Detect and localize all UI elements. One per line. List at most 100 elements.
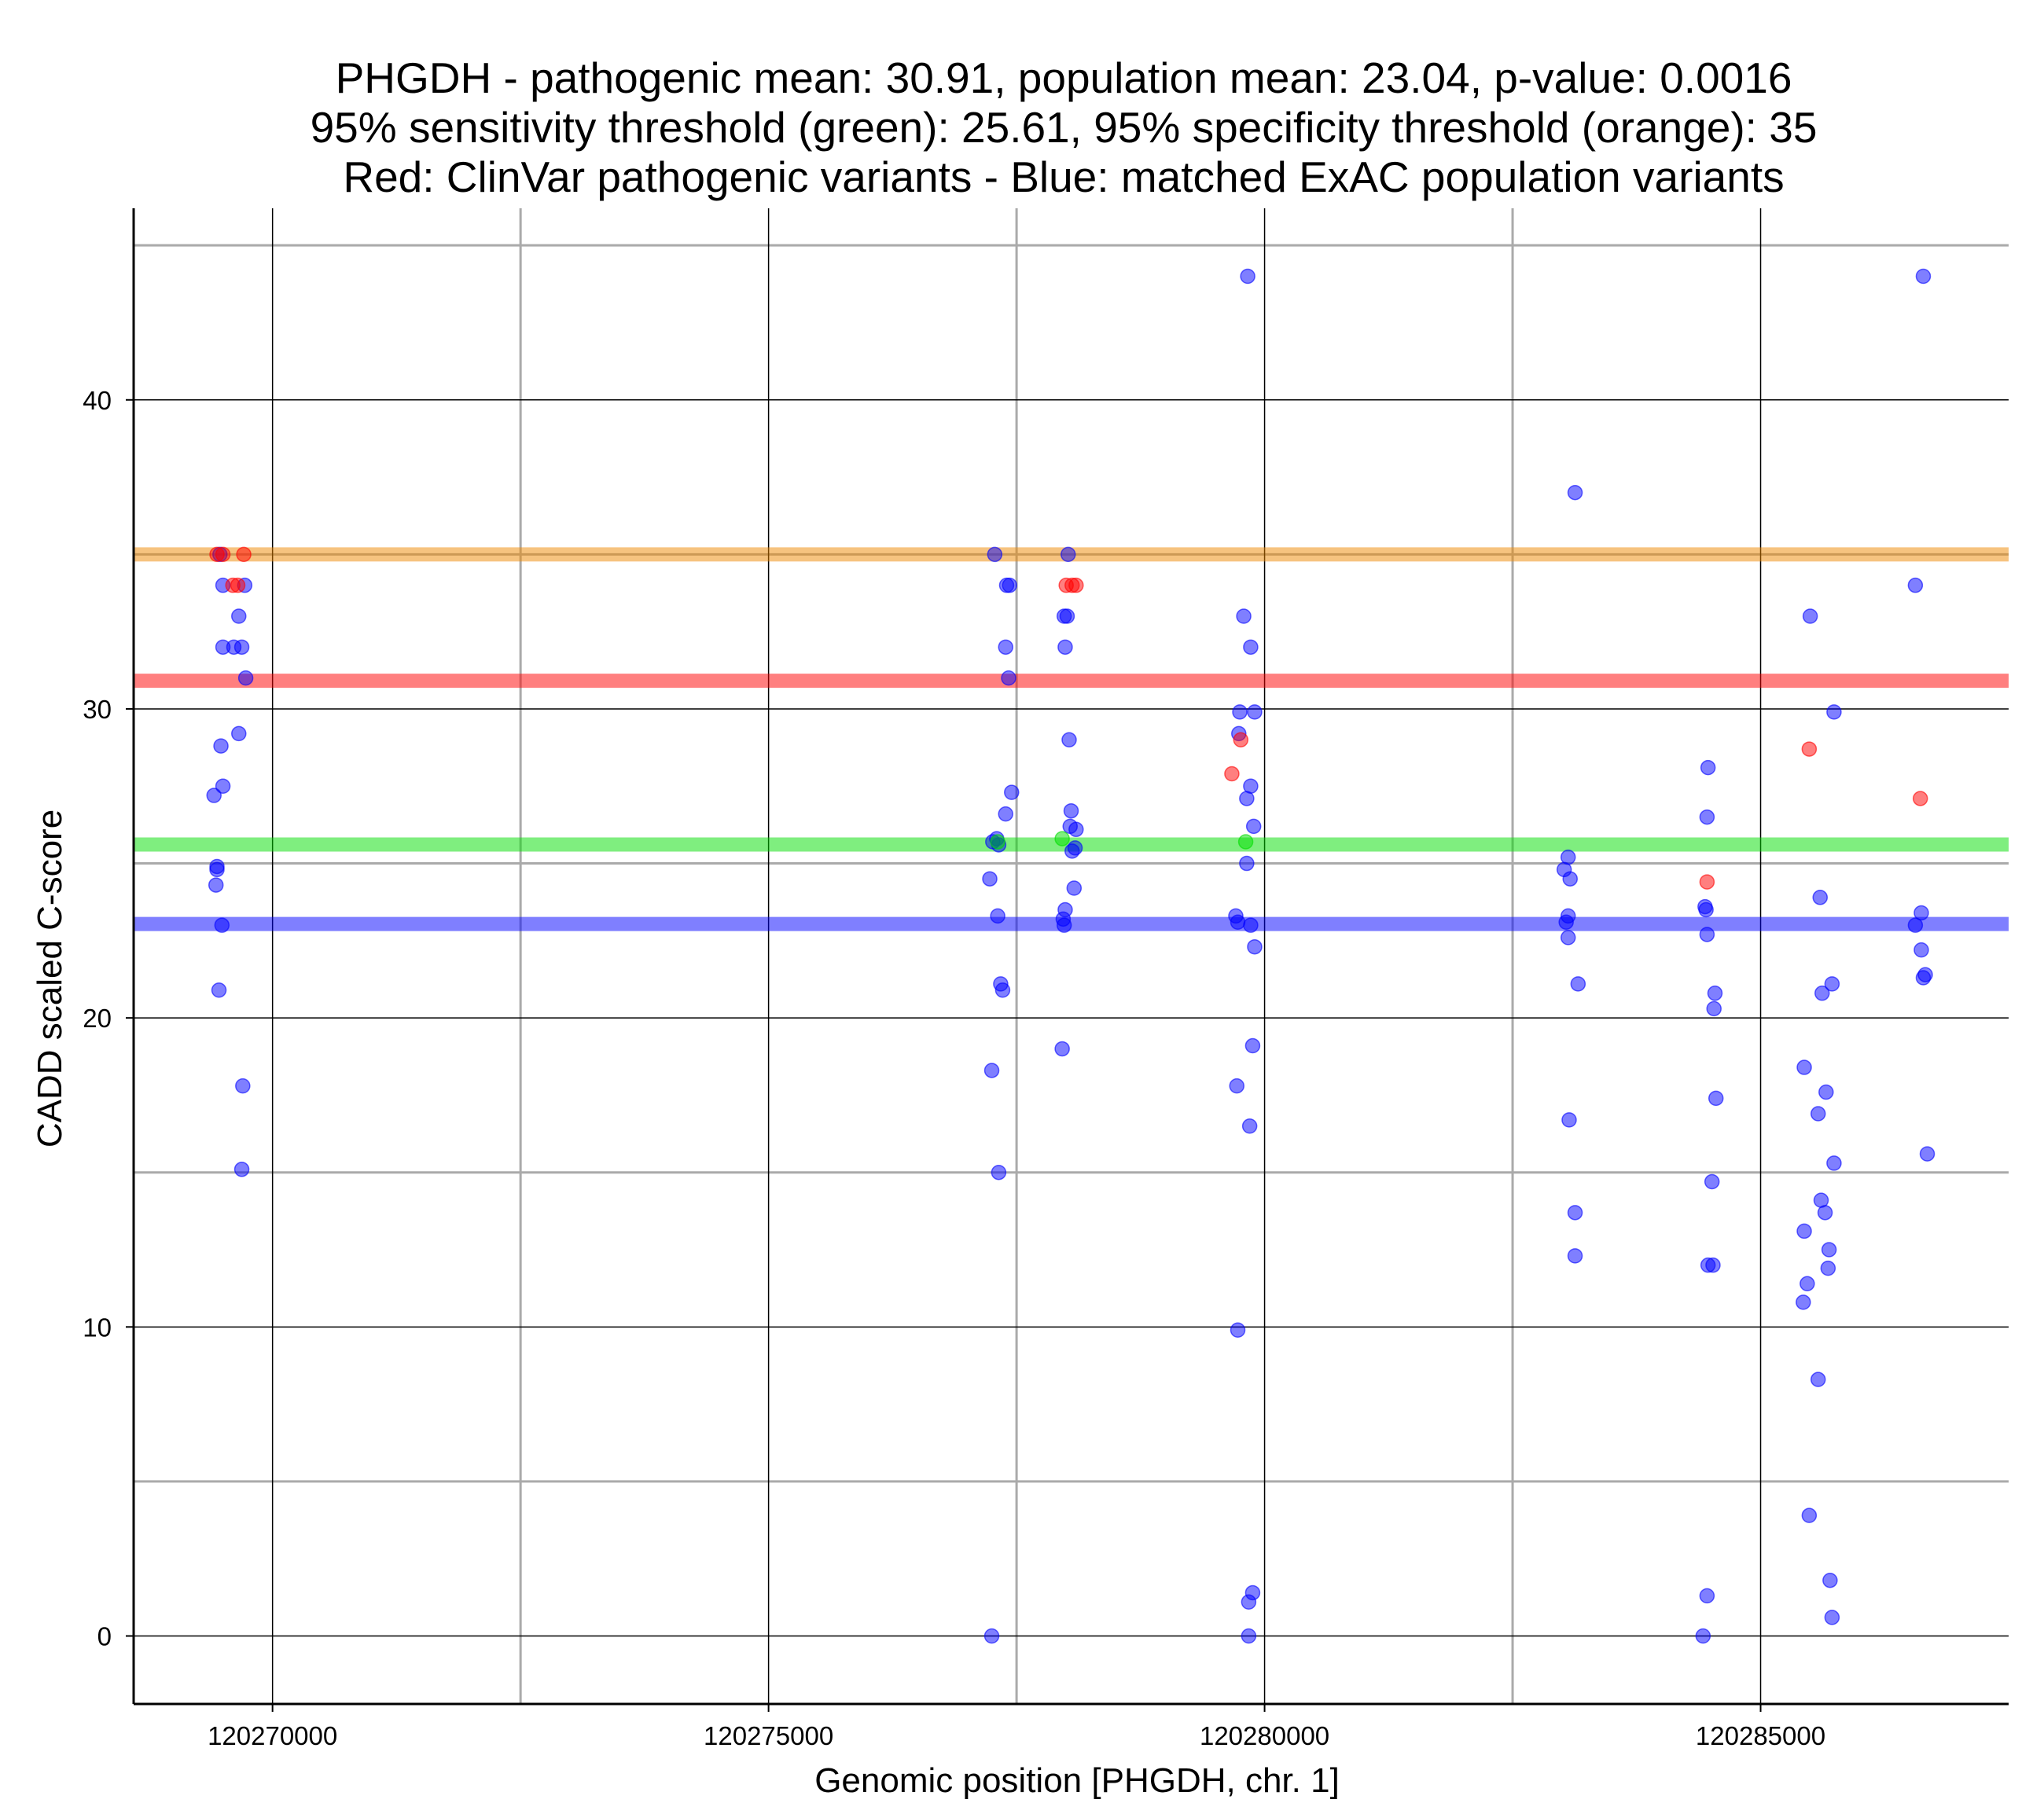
point-matched [1004, 784, 1020, 800]
y-tick-label: 20 [83, 1004, 112, 1033]
point-matched [1054, 1041, 1070, 1057]
point-matched [1244, 1584, 1261, 1601]
point-matched [990, 908, 1005, 924]
point-matched [211, 982, 227, 998]
point-matched [214, 917, 230, 933]
point-matched [998, 639, 1013, 655]
point-matched [1820, 1260, 1836, 1276]
y-tick-label: 0 [97, 1622, 112, 1651]
point-matched [1704, 1173, 1720, 1190]
point-matched [1698, 901, 1714, 918]
y-tick-label: 10 [83, 1313, 112, 1342]
point-matched [983, 1063, 1000, 1078]
point-matched [231, 725, 247, 742]
point-matched [1066, 880, 1083, 896]
point-matched [1562, 871, 1578, 887]
point-near-threshold [990, 834, 1005, 850]
point-clinvar [1224, 766, 1240, 782]
point-matched [1239, 855, 1255, 872]
point-matched [1240, 268, 1255, 285]
point-clinvar [1801, 741, 1818, 757]
point-clinvar [1912, 791, 1928, 806]
point-matched [1068, 821, 1084, 838]
point-matched [1919, 1146, 1936, 1162]
x-tick-label: 120285000 [1696, 1721, 1825, 1750]
point-matched [213, 738, 229, 754]
data-points [206, 268, 1936, 1644]
chart-title-line-3: Red: ClinVar pathogenic variants - Blue:… [343, 152, 1784, 201]
point-matched [1057, 639, 1073, 655]
point-matched [215, 778, 231, 794]
point-clinvar [1699, 874, 1715, 890]
point-matched [1241, 1118, 1258, 1134]
point-matched [1699, 1588, 1715, 1604]
point-matched [1810, 1106, 1826, 1122]
point-matched [1796, 1294, 1811, 1310]
point-near-threshold [1237, 834, 1254, 850]
point-matched [1821, 1242, 1837, 1258]
point-matched [994, 982, 1011, 998]
point-matched [1695, 1628, 1711, 1644]
y-axis-title: CADD scaled C-score [31, 810, 69, 1148]
major-grid [134, 208, 2009, 1704]
point-matched [235, 1078, 251, 1094]
y-tick-label: 30 [83, 695, 112, 724]
point-matched [1229, 1078, 1244, 1094]
point-matched [1002, 577, 1018, 593]
point-matched [1818, 1084, 1834, 1100]
point-matched [1700, 759, 1716, 776]
point-matched [215, 639, 231, 655]
point-matched [206, 788, 222, 803]
point-matched [987, 546, 1003, 563]
point-matched [998, 806, 1013, 822]
point-clinvar [215, 546, 231, 563]
point-matched [1800, 1276, 1815, 1292]
point-near-threshold [1054, 831, 1070, 846]
point-matched [1826, 704, 1842, 720]
point-matched [1567, 484, 1583, 501]
point-matched [1817, 1205, 1833, 1221]
x-tick-label: 120275000 [704, 1721, 833, 1750]
y-ticks: 0 10 20 30 40 [83, 386, 134, 1651]
minor-grid [134, 208, 2009, 1704]
point-matched [209, 861, 225, 878]
point-matched [1708, 1090, 1724, 1107]
point-matched [1232, 704, 1248, 720]
point-matched [231, 608, 247, 624]
point-matched [1913, 942, 1929, 958]
point-matched [1561, 1112, 1577, 1128]
point-matched [1230, 1322, 1246, 1338]
point-matched [1067, 840, 1083, 856]
point-matched [1822, 1572, 1838, 1588]
point-matched [982, 871, 998, 887]
point-matched [1915, 970, 1932, 986]
point-matched [1059, 608, 1075, 624]
point-matched [1063, 802, 1079, 819]
point-matched [1570, 976, 1586, 992]
point-matched [237, 670, 254, 686]
point-matched [1247, 938, 1263, 955]
point-matched [1907, 577, 1924, 593]
point-matched [1060, 546, 1076, 563]
chart-title-line-1: PHGDH - pathogenic mean: 30.91, populati… [336, 53, 1792, 102]
point-matched [1801, 1507, 1818, 1523]
axes [132, 208, 2009, 1706]
point-matched [1560, 930, 1576, 946]
x-tick-label: 120280000 [1200, 1721, 1329, 1750]
point-matched [1056, 917, 1072, 933]
point-clinvar [236, 546, 252, 563]
point-matched [991, 1164, 1007, 1181]
point-matched [1907, 917, 1924, 933]
point-matched [1699, 809, 1715, 825]
point-matched [1239, 791, 1255, 806]
point-matched [233, 639, 250, 655]
point-matched [1241, 1628, 1257, 1644]
point-matched [1061, 732, 1077, 748]
point-matched [1705, 1257, 1721, 1273]
y-tick-label: 40 [83, 386, 112, 415]
point-matched [1824, 976, 1840, 992]
point-matched [1802, 608, 1818, 624]
point-matched [1707, 985, 1723, 1001]
